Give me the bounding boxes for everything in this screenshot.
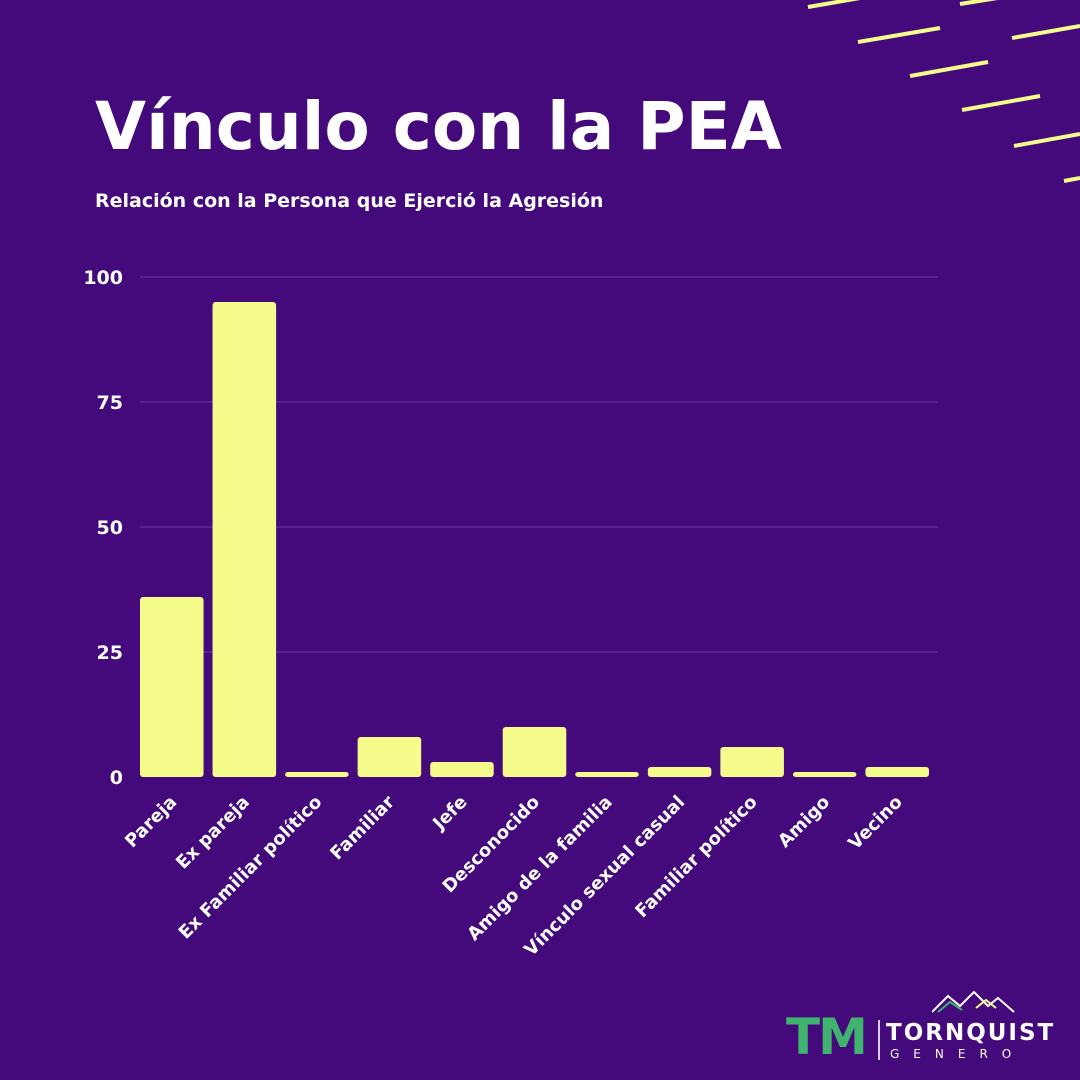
bar-4	[430, 762, 494, 777]
bar-7	[647, 767, 712, 777]
tornquist-logo: TM TORNQUIST GENERO	[786, 990, 1066, 1070]
x-tick-label-10: Vecino	[844, 792, 906, 854]
x-tick-label-3: Familiar	[326, 792, 399, 865]
x-tick-label-8: Familiar político	[631, 792, 761, 922]
bar-5	[502, 727, 567, 777]
bar-3	[357, 737, 422, 777]
logo-divider	[878, 1020, 880, 1060]
bar-8	[720, 747, 784, 777]
y-tick-label-50: 50	[97, 517, 123, 539]
bar-1	[212, 302, 277, 777]
bar-9	[792, 772, 857, 777]
logo-name: TORNQUIST	[886, 1020, 1056, 1046]
y-tick-label-25: 25	[97, 642, 123, 664]
x-tick-label-2: Ex Familiar político	[175, 792, 327, 944]
y-tick-label-100: 100	[83, 267, 123, 289]
chart-title: Vínculo con la PEA	[95, 88, 782, 165]
bar-10	[865, 767, 929, 777]
chart-subtitle: Relación con la Persona que Ejerció la A…	[95, 190, 604, 212]
logo-monogram: TM	[786, 1008, 868, 1066]
bar-0	[140, 597, 204, 777]
bar-6	[575, 772, 639, 777]
y-tick-label-0: 0	[110, 767, 123, 789]
bar-2	[285, 772, 349, 777]
x-tick-label-9: Amigo	[774, 792, 834, 852]
y-tick-label-75: 75	[97, 392, 123, 414]
x-tick-label-0: Pareja	[121, 792, 181, 852]
mountains-icon	[932, 990, 1015, 1013]
x-tick-label-6: Amigo de la familia	[463, 792, 616, 945]
logo-subtitle: GENERO	[890, 1047, 1026, 1061]
x-tick-label-4: Jefe	[428, 792, 472, 836]
